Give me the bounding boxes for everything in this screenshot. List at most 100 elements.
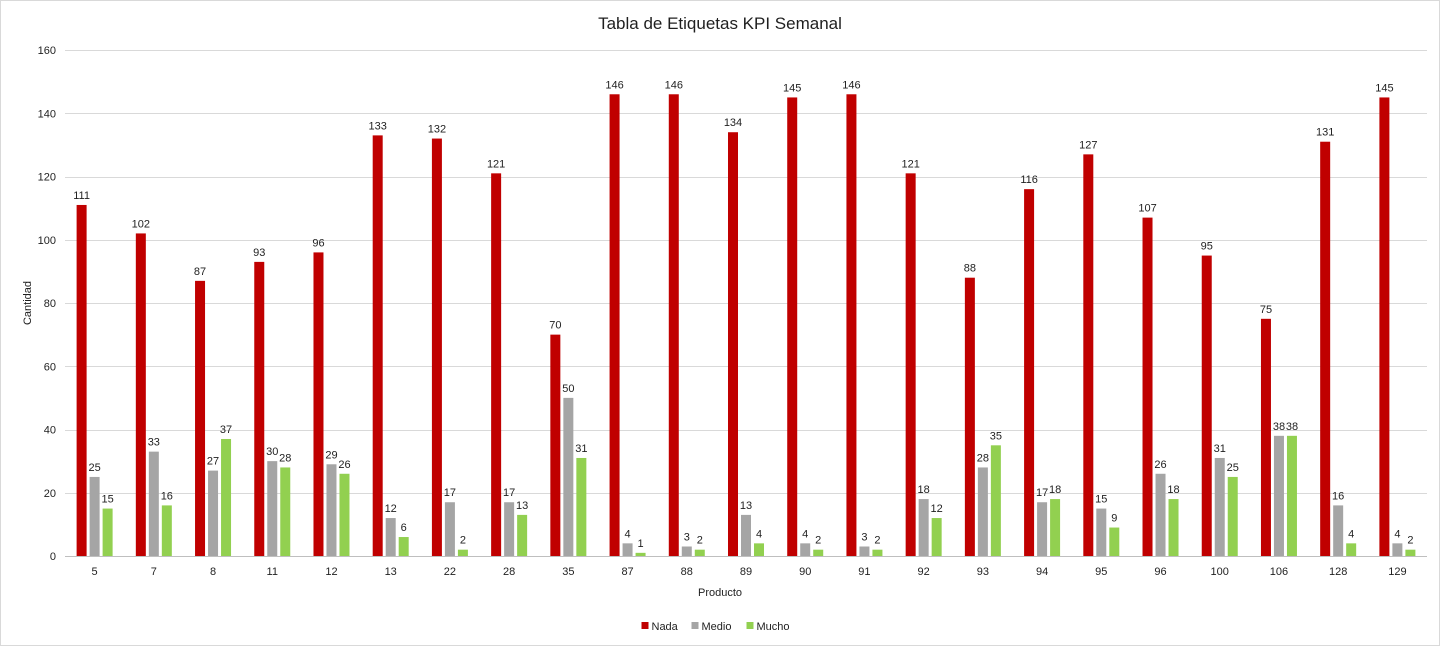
bar-nada-88 bbox=[668, 94, 679, 557]
data-label-mucho-91: 2 bbox=[874, 535, 880, 547]
data-label-mucho-129: 2 bbox=[1407, 535, 1413, 547]
bar-mucho-92 bbox=[931, 518, 942, 556]
data-label-mucho-28: 13 bbox=[516, 500, 528, 512]
bar-nada-90 bbox=[787, 97, 798, 556]
bar-mucho-106 bbox=[1286, 435, 1297, 556]
bar-medio-92 bbox=[918, 499, 929, 556]
data-label-medio-7: 33 bbox=[148, 437, 160, 449]
bar-medio-129 bbox=[1392, 543, 1403, 556]
bar-medio-12 bbox=[326, 464, 337, 556]
y-tick-label: 160 bbox=[38, 45, 56, 57]
bar-mucho-13 bbox=[398, 537, 409, 556]
data-label-medio-95: 15 bbox=[1095, 494, 1107, 506]
x-tick-label: 22 bbox=[444, 566, 456, 578]
data-label-nada-87: 146 bbox=[605, 79, 623, 91]
bar-nada-12 bbox=[313, 252, 324, 556]
data-label-mucho-94: 18 bbox=[1049, 484, 1061, 496]
bar-mucho-96 bbox=[1168, 499, 1179, 556]
bar-mucho-22 bbox=[457, 549, 468, 556]
data-label-nada-13: 133 bbox=[369, 120, 387, 132]
data-label-medio-28: 17 bbox=[503, 487, 515, 499]
x-tick-label: 11 bbox=[267, 566, 278, 578]
bar-mucho-5 bbox=[102, 508, 113, 556]
data-label-medio-93: 28 bbox=[977, 452, 989, 464]
bar-medio-28 bbox=[504, 502, 515, 556]
y-tick-label: 60 bbox=[44, 361, 56, 373]
bar-nada-8 bbox=[195, 280, 206, 556]
bar-mucho-28 bbox=[517, 514, 528, 556]
x-tick-label: 106 bbox=[1270, 566, 1288, 578]
bar-mucho-8 bbox=[221, 438, 232, 556]
bar-nada-94 bbox=[1024, 189, 1035, 556]
data-label-nada-106: 75 bbox=[1260, 304, 1272, 316]
bar-mucho-90 bbox=[813, 549, 824, 556]
data-label-mucho-93: 35 bbox=[990, 430, 1002, 442]
bar-medio-95 bbox=[1096, 508, 1107, 556]
bar-nada-100 bbox=[1201, 255, 1212, 556]
bar-mucho-87 bbox=[635, 552, 646, 556]
data-label-nada-8: 87 bbox=[194, 266, 206, 278]
x-tick-label: 100 bbox=[1211, 566, 1229, 578]
data-label-medio-11: 30 bbox=[266, 446, 278, 458]
data-label-nada-22: 132 bbox=[428, 124, 446, 136]
data-label-nada-95: 127 bbox=[1079, 139, 1097, 151]
bar-nada-93 bbox=[964, 277, 975, 556]
data-label-nada-12: 96 bbox=[312, 237, 324, 249]
y-tick-label: 80 bbox=[44, 298, 56, 310]
bar-nada-95 bbox=[1083, 154, 1094, 557]
x-tick-label: 93 bbox=[977, 566, 989, 578]
bar-mucho-100 bbox=[1227, 476, 1238, 556]
data-label-mucho-96: 18 bbox=[1167, 484, 1179, 496]
bar-medio-5 bbox=[89, 476, 100, 556]
bar-mucho-91 bbox=[872, 549, 883, 556]
data-label-mucho-35: 31 bbox=[575, 443, 587, 455]
x-axis-title: Producto bbox=[698, 587, 742, 599]
bar-mucho-12 bbox=[339, 473, 350, 556]
data-label-medio-100: 31 bbox=[1214, 443, 1226, 455]
data-label-mucho-5: 15 bbox=[101, 494, 113, 506]
bar-mucho-129 bbox=[1405, 549, 1416, 556]
y-axis-ticks: 0 20 40 60 80 100 120 140 160 bbox=[38, 45, 56, 563]
bar-medio-128 bbox=[1333, 505, 1344, 556]
legend-label-mucho: Mucho bbox=[757, 621, 790, 633]
bar-mucho-88 bbox=[694, 549, 705, 556]
legend-swatch-mucho bbox=[746, 622, 754, 629]
bar-mucho-11 bbox=[280, 467, 291, 556]
data-label-nada-128: 131 bbox=[1316, 127, 1334, 139]
legend: Nada Medio Mucho bbox=[641, 621, 790, 633]
data-label-medio-128: 16 bbox=[1332, 490, 1344, 502]
bar-medio-8 bbox=[208, 470, 219, 556]
bar-mucho-35 bbox=[576, 457, 587, 556]
bar-medio-106 bbox=[1273, 435, 1284, 556]
bar-medio-100 bbox=[1214, 457, 1225, 556]
bar-medio-93 bbox=[977, 467, 988, 556]
data-label-medio-13: 12 bbox=[385, 503, 397, 515]
data-label-nada-100: 95 bbox=[1201, 241, 1213, 253]
bar-nada-129 bbox=[1379, 97, 1390, 556]
data-label-nada-7: 102 bbox=[132, 218, 150, 230]
bar-nada-92 bbox=[905, 173, 916, 556]
bar-mucho-95 bbox=[1109, 527, 1120, 556]
bar-medio-96 bbox=[1155, 473, 1166, 556]
data-label-mucho-100: 25 bbox=[1227, 462, 1239, 474]
data-label-medio-88: 3 bbox=[684, 532, 690, 544]
data-label-nada-88: 146 bbox=[665, 79, 683, 91]
bar-mucho-7 bbox=[161, 505, 172, 556]
bar-nada-22 bbox=[431, 138, 442, 557]
data-label-nada-96: 107 bbox=[1138, 203, 1156, 215]
data-label-medio-91: 3 bbox=[861, 532, 867, 544]
data-label-mucho-106: 38 bbox=[1286, 421, 1298, 433]
x-tick-label: 87 bbox=[621, 566, 633, 578]
x-tick-label: 13 bbox=[385, 566, 397, 578]
data-label-mucho-90: 2 bbox=[815, 535, 821, 547]
y-tick-label: 20 bbox=[44, 488, 56, 500]
data-label-medio-90: 4 bbox=[802, 528, 808, 540]
bar-medio-94 bbox=[1037, 502, 1048, 556]
x-tick-label: 12 bbox=[325, 566, 337, 578]
legend-swatch-nada bbox=[641, 622, 649, 629]
data-label-mucho-13: 6 bbox=[401, 522, 407, 534]
data-label-mucho-128: 4 bbox=[1348, 528, 1354, 540]
data-label-nada-35: 70 bbox=[549, 320, 561, 332]
bar-medio-22 bbox=[444, 502, 455, 556]
